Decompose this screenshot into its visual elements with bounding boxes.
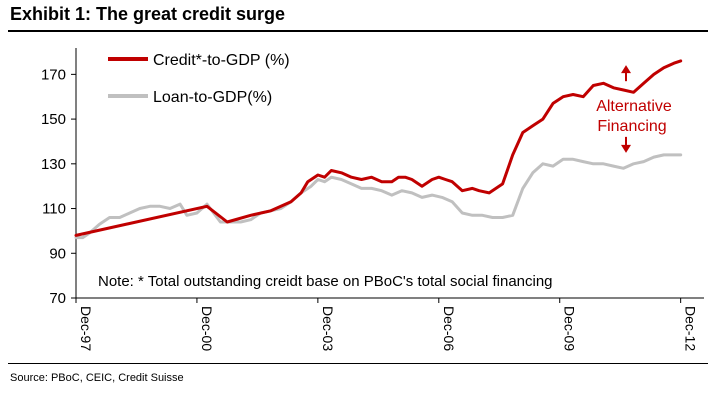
loan-to-gdp-line xyxy=(74,153,683,240)
source-note: Source: PBoC, CEIC, Credit Suisse xyxy=(10,372,184,384)
x-tick-label: Dec-97 xyxy=(78,306,94,351)
credit-to-gdp-line xyxy=(74,59,683,237)
title-rule xyxy=(8,30,708,32)
x-tick-label: Dec-09 xyxy=(562,306,578,351)
y-tick-label: 130 xyxy=(41,156,66,173)
legend-label-credit: Credit*-to-GDP (%) xyxy=(153,52,290,69)
annotation-arrow-down-head xyxy=(621,144,631,153)
chart-series xyxy=(74,59,683,240)
chart-legend: Credit*-to-GDP (%) Loan-to-GDP(%) xyxy=(108,52,290,106)
y-tick-label: 150 xyxy=(41,111,66,128)
annotation-text-line2: Financing xyxy=(597,118,666,135)
exhibit-title: Exhibit 1: The great credit surge xyxy=(10,4,286,24)
annotation-text-line1: Alternative xyxy=(596,98,672,115)
chart-axes: 70 90 110 130 150 170 Dec-97 Dec-00 Dec-03 Dec-06… xyxy=(41,48,704,351)
y-tick-label: 70 xyxy=(49,290,66,307)
annotation-arrow-up-head xyxy=(621,65,631,74)
y-tick-label: 90 xyxy=(49,245,66,262)
legend-label-loan: Loan-to-GDP(%) xyxy=(153,89,272,106)
x-tick-label: Dec-03 xyxy=(320,306,336,351)
chart-note: Note: * Total outstanding creidt base on… xyxy=(98,273,553,290)
bottom-rule xyxy=(8,363,708,364)
x-tick-label: Dec-12 xyxy=(683,306,699,351)
x-tick-label: Dec-00 xyxy=(199,306,215,351)
y-tick-label: 170 xyxy=(41,66,66,83)
chart-annotation: Alternative Financing xyxy=(596,65,672,153)
x-tick-label: Dec-06 xyxy=(441,306,457,351)
y-tick-label: 110 xyxy=(42,201,66,218)
